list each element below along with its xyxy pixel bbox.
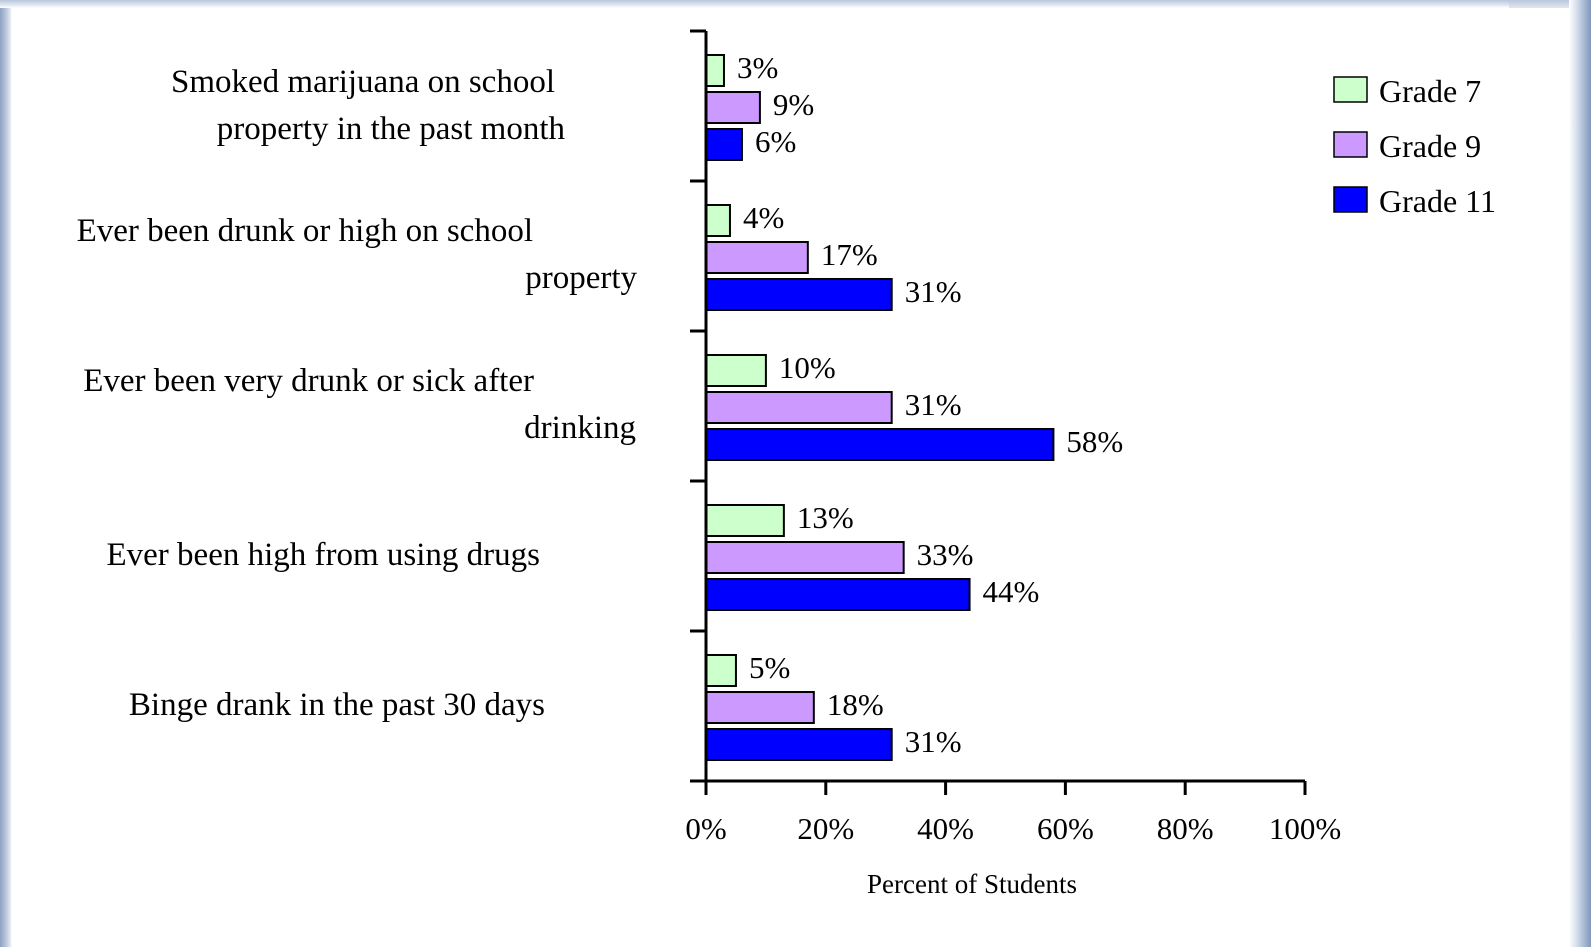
bars	[705, 54, 1055, 761]
slide-frame-right	[1569, 0, 1591, 947]
category-label: Ever been high from using drugs	[107, 537, 541, 573]
data-label: 13%	[797, 500, 854, 535]
x-tick-label: 20%	[797, 811, 854, 846]
data-label: 4%	[743, 200, 784, 235]
x-tick-label: 40%	[917, 811, 974, 846]
data-label: 6%	[755, 124, 796, 159]
bar-grade-9	[705, 541, 905, 574]
bar-grade-11	[705, 278, 893, 311]
axes	[690, 29, 1307, 795]
bar-grade-7	[705, 54, 725, 87]
category-label: Binge drank in the past 30 days	[129, 687, 545, 723]
data-label: 58%	[1066, 424, 1123, 459]
legend-swatch-grade-9	[1333, 131, 1368, 158]
bar-grade-11	[705, 728, 893, 761]
bar-grade-11	[705, 428, 1055, 461]
data-label: 31%	[905, 274, 962, 309]
bar-grade-11	[705, 128, 743, 161]
x-tick-label: 0%	[685, 811, 726, 846]
data-label: 3%	[737, 50, 778, 85]
bar-grade-9	[705, 91, 761, 124]
category-label: Ever been drunk or high on school	[77, 213, 533, 249]
data-label: 5%	[749, 650, 790, 685]
x-tick-labels: 0% 20% 40% 60% 80% 100%	[685, 811, 1341, 846]
legend: Grade 7 Grade 9 Grade 11	[1333, 73, 1496, 219]
bar-grade-7	[705, 354, 767, 387]
bar-grade-9	[705, 691, 815, 724]
category-label: Smoked marijuana on school	[171, 64, 555, 100]
legend-swatch-grade-11	[1333, 186, 1368, 213]
data-label: 33%	[917, 537, 974, 572]
x-axis-title: Percent of Students	[867, 869, 1077, 899]
data-label: 10%	[779, 350, 836, 385]
category-labels: Smoked marijuana on school property in th…	[77, 64, 638, 723]
bar-grade-7	[705, 504, 785, 537]
category-label: Ever been very drunk or sick after	[83, 363, 534, 399]
legend-label: Grade 7	[1379, 73, 1481, 109]
legend-label: Grade 11	[1379, 183, 1496, 219]
chart-area	[12, 8, 1569, 947]
bar-grade-7	[705, 204, 731, 237]
bar-grade-9	[705, 241, 809, 274]
category-label: property in the past month	[217, 111, 566, 147]
legend-label: Grade 9	[1379, 128, 1481, 164]
data-labels: 3%9%6% 4% 17% 31% 10% 31% 58% 13% 33% 44% 5% 18% 31%	[737, 50, 1123, 759]
x-tick-label: 80%	[1157, 811, 1214, 846]
data-label: 17%	[821, 237, 878, 272]
slide-frame-top	[0, 0, 1591, 8]
x-tick-label: 60%	[1037, 811, 1094, 846]
data-label: 44%	[983, 574, 1040, 609]
data-label: 31%	[905, 387, 962, 422]
data-label: 18%	[827, 687, 884, 722]
legend-swatch-grade-7	[1333, 76, 1368, 103]
category-label: property	[525, 260, 637, 296]
bar-grade-11	[705, 578, 971, 611]
bar-grade-9	[705, 391, 893, 424]
bar-grade-7	[705, 654, 737, 687]
category-label: drinking	[524, 410, 636, 446]
data-label: 9%	[773, 87, 814, 122]
x-tick-label: 100%	[1269, 811, 1341, 846]
data-label: 31%	[905, 724, 962, 759]
